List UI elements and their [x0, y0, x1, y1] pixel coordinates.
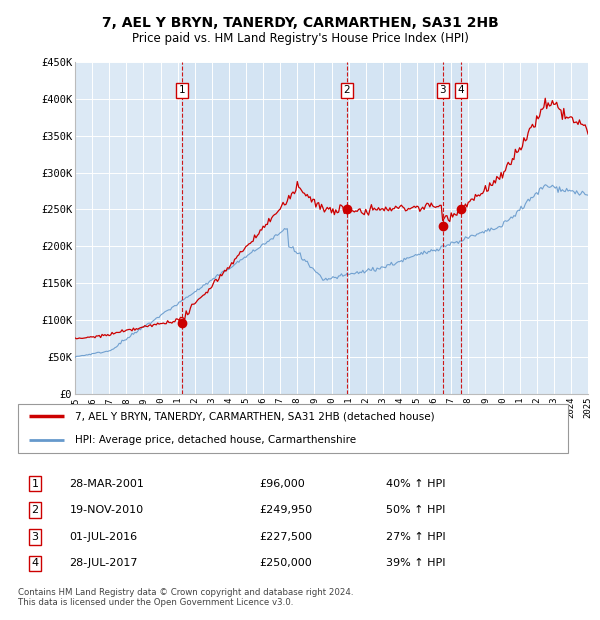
Text: 39% ↑ HPI: 39% ↑ HPI [386, 559, 446, 569]
Text: 28-JUL-2017: 28-JUL-2017 [70, 559, 138, 569]
Text: 19-NOV-2010: 19-NOV-2010 [70, 505, 144, 515]
Text: £96,000: £96,000 [260, 479, 305, 489]
Text: 40% ↑ HPI: 40% ↑ HPI [386, 479, 446, 489]
Text: £250,000: £250,000 [260, 559, 313, 569]
Text: HPI: Average price, detached house, Carmarthenshire: HPI: Average price, detached house, Carm… [76, 435, 356, 445]
Text: £249,950: £249,950 [260, 505, 313, 515]
Text: 27% ↑ HPI: 27% ↑ HPI [386, 532, 446, 542]
Text: 1: 1 [178, 85, 185, 95]
Text: 2: 2 [31, 505, 38, 515]
Text: 01-JUL-2016: 01-JUL-2016 [70, 532, 138, 542]
Text: 4: 4 [31, 559, 38, 569]
Text: 7, AEL Y BRYN, TANERDY, CARMARTHEN, SA31 2HB (detached house): 7, AEL Y BRYN, TANERDY, CARMARTHEN, SA31… [76, 412, 435, 422]
Text: Contains HM Land Registry data © Crown copyright and database right 2024.
This d: Contains HM Land Registry data © Crown c… [18, 588, 353, 607]
Text: 50% ↑ HPI: 50% ↑ HPI [386, 505, 446, 515]
Bar [182, 62, 461, 394]
Text: £227,500: £227,500 [260, 532, 313, 542]
Text: 3: 3 [32, 532, 38, 542]
Text: Price paid vs. HM Land Registry's House Price Index (HPI): Price paid vs. HM Land Registry's House … [131, 32, 469, 45]
Text: 1: 1 [32, 479, 38, 489]
Text: 4: 4 [458, 85, 464, 95]
Text: 28-MAR-2001: 28-MAR-2001 [70, 479, 145, 489]
Text: 3: 3 [439, 85, 446, 95]
Text: 7, AEL Y BRYN, TANERDY, CARMARTHEN, SA31 2HB: 7, AEL Y BRYN, TANERDY, CARMARTHEN, SA31… [101, 16, 499, 30]
Text: 2: 2 [343, 85, 350, 95]
